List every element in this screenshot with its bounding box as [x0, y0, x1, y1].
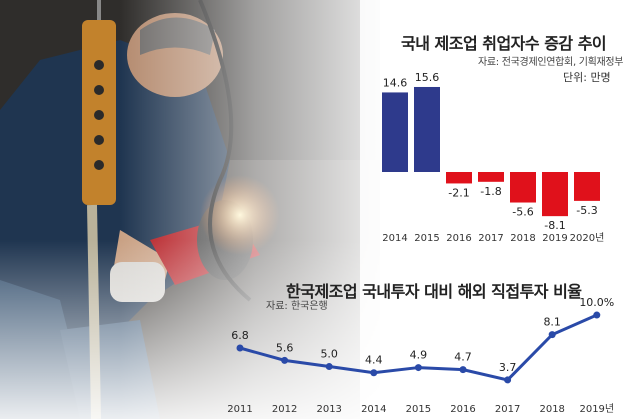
bar-value-label: -1.8	[480, 185, 501, 198]
bar-chart-unit: 단위: 만명	[563, 71, 611, 84]
point-value-label: 6.8	[231, 329, 249, 342]
bar-value-label: -8.1	[544, 219, 565, 232]
bar-2018	[510, 172, 536, 203]
bar-2015	[414, 86, 440, 172]
bar-2014	[382, 92, 408, 172]
point-value-label: 5.0	[320, 348, 338, 361]
data-point-2012	[281, 356, 289, 364]
bar-chart-source: 자료: 전국경제인연합회, 기획재정부	[478, 57, 624, 68]
data-point-2015	[414, 364, 422, 372]
x-tick-label: 2011	[227, 404, 252, 415]
point-value-label: 4.9	[410, 349, 428, 362]
bar-value-label: -5.6	[512, 206, 533, 219]
data-point-2019년	[593, 311, 601, 319]
data-point-2011	[236, 344, 244, 352]
bar-value-label: 15.6	[415, 71, 440, 84]
point-value-label: 10.0%	[579, 296, 614, 309]
x-tick-label: 2013	[316, 404, 341, 415]
point-value-label: 5.6	[276, 341, 294, 354]
x-tick-label: 2012	[272, 404, 297, 415]
bar-2016	[446, 172, 472, 184]
bar-chart-title: 국내 제조업 취업자수 증감 추이	[401, 34, 607, 53]
x-tick-label: 2017	[495, 404, 520, 415]
bar-2020년	[574, 172, 600, 201]
data-point-2014	[370, 369, 378, 377]
bar-2019	[542, 172, 568, 217]
bar-value-label: -5.3	[576, 204, 597, 217]
point-value-label: 4.4	[365, 354, 383, 367]
x-tick-label: 2019년	[579, 403, 614, 415]
bar-value-label: -2.1	[448, 186, 469, 199]
line-chart-title: 한국제조업 국내투자 대비 해외 직접투자 비율	[286, 282, 582, 301]
line-chart-source: 자료: 한국은행	[266, 301, 328, 312]
x-tick-label: 2016	[450, 404, 475, 415]
point-value-label: 8.1	[543, 316, 561, 329]
x-tick-label: 2018	[539, 404, 564, 415]
x-tick-label: 2017	[478, 233, 503, 244]
bar-value-label: 14.6	[383, 76, 408, 89]
x-tick-label: 2014	[382, 233, 407, 244]
point-value-label: 3.7	[499, 361, 517, 374]
data-point-2017	[504, 376, 512, 384]
x-tick-label: 2020년	[570, 232, 605, 244]
x-tick-label: 2018	[510, 233, 535, 244]
x-tick-label: 2014	[361, 404, 386, 415]
data-point-2013	[325, 363, 333, 371]
data-point-2016	[459, 366, 467, 374]
bar-2017	[478, 172, 504, 182]
x-tick-label: 2015	[414, 233, 439, 244]
x-tick-label: 2015	[406, 404, 431, 415]
point-value-label: 4.7	[454, 351, 472, 364]
x-tick-label: 2016	[446, 233, 471, 244]
x-tick-label: 2019	[542, 233, 567, 244]
data-point-2018	[548, 331, 556, 339]
